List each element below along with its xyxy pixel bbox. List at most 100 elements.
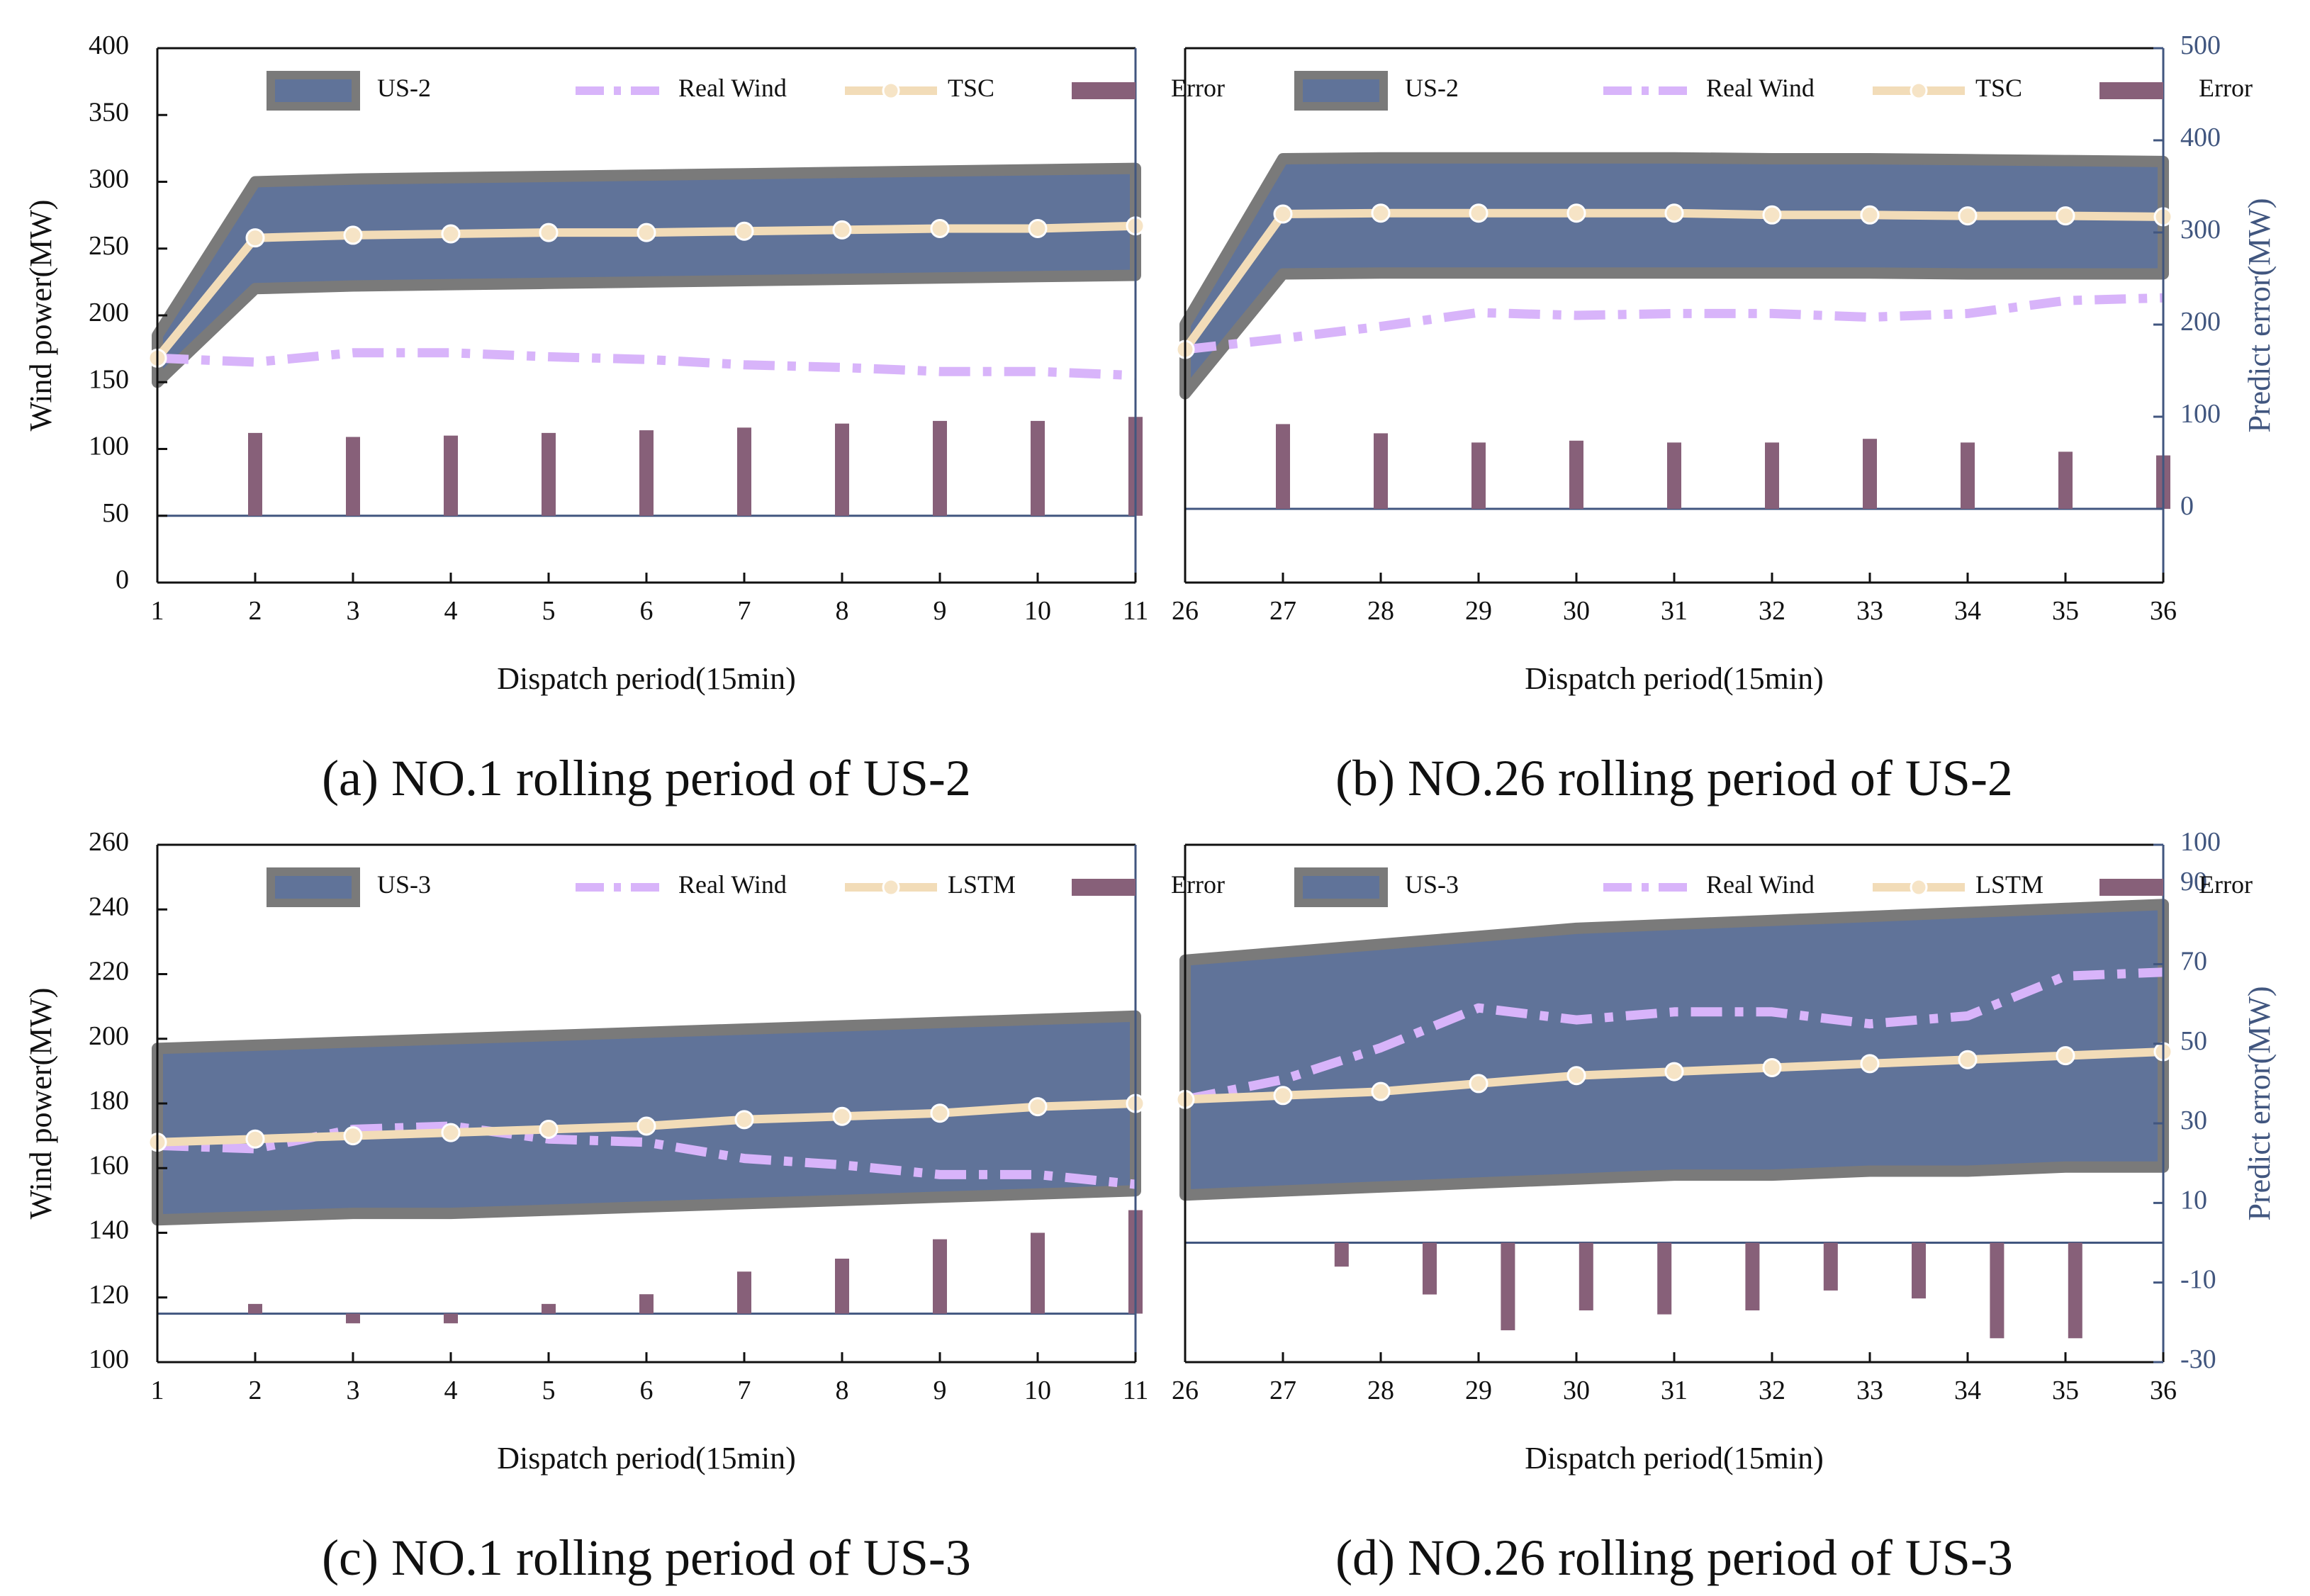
x-tick-label: 10 xyxy=(1024,1376,1051,1405)
x-tick-label: 9 xyxy=(933,596,947,626)
forecast-point xyxy=(1664,203,1684,223)
error-bar xyxy=(1961,442,1975,509)
y-axis-label: Wind power(MW) xyxy=(23,988,58,1220)
x-tick-label: 28 xyxy=(1367,596,1394,626)
legend-swatch-band xyxy=(267,71,360,111)
panel-caption: (c) NO.1 rolling period of US-3 xyxy=(322,1529,971,1586)
error-bar xyxy=(248,432,262,516)
error-bar xyxy=(444,1313,458,1324)
error-bar xyxy=(248,1303,262,1314)
forecast-point xyxy=(1028,218,1048,238)
panel-caption: (d) NO.26 rolling period of US-3 xyxy=(1335,1529,2013,1586)
forecast-point xyxy=(1860,205,1880,225)
error-bar xyxy=(933,420,947,516)
x-tick-label: 1 xyxy=(151,1376,164,1405)
uncertainty-band xyxy=(152,162,1141,388)
y-tick-label: 120 xyxy=(89,1280,129,1310)
error-bar xyxy=(1501,1242,1515,1331)
y2-tick-label: 500 xyxy=(2180,30,2221,60)
forecast-point xyxy=(343,225,363,245)
forecast-point xyxy=(1028,1097,1048,1117)
y-tick-label: 240 xyxy=(89,892,129,921)
y-tick-label: 180 xyxy=(89,1086,129,1115)
x-tick-label: 8 xyxy=(836,596,849,626)
legend-label-forecast: TSC xyxy=(948,74,994,102)
error-bar xyxy=(2068,1242,2082,1339)
legend-marker-forecast xyxy=(1910,878,1928,897)
y2-axis-label: Predict error(MW) xyxy=(2242,198,2277,432)
x-tick-label: 2 xyxy=(249,1376,262,1405)
y2-tick-label: 400 xyxy=(2180,123,2221,152)
x-tick-label: 11 xyxy=(1123,1376,1149,1405)
x-tick-label: 30 xyxy=(1563,1376,1590,1405)
x-tick-label: 7 xyxy=(738,596,751,626)
x-tick-label: 36 xyxy=(2150,596,2177,626)
forecast-point xyxy=(2056,1046,2075,1066)
x-tick-label: 9 xyxy=(933,1376,947,1405)
x-tick-label: 6 xyxy=(640,1376,654,1405)
forecast-point xyxy=(930,1103,950,1123)
chart-panel-c: 1 2 3 4 5 6 7 8 9 10 11 100 120 140 160 180 200 220 240 260… xyxy=(23,827,1225,1586)
y2-tick-label: 30 xyxy=(2180,1106,2207,1135)
legend-marker-forecast xyxy=(1910,82,1928,100)
legend-swatch-band xyxy=(1294,867,1388,907)
x-tick-label: 8 xyxy=(836,1376,849,1405)
legend-swatch-error xyxy=(2099,879,2163,896)
error-bar xyxy=(1990,1242,2005,1339)
forecast-point xyxy=(441,1123,461,1142)
legend-label-forecast: LSTM xyxy=(948,870,1016,899)
x-tick-label: 10 xyxy=(1024,596,1051,626)
legend: US-2 Real Wind TSC Error xyxy=(267,71,1225,111)
x-tick-label: 31 xyxy=(1661,596,1688,626)
x-tick-label: 27 xyxy=(1269,596,1296,626)
x-tick-label: 7 xyxy=(738,1376,751,1405)
forecast-point xyxy=(2056,206,2075,226)
legend-swatch-error xyxy=(1072,879,1136,896)
uncertainty-band xyxy=(1179,152,2169,400)
forecast-point xyxy=(1273,1086,1293,1106)
legend-label-forecast: TSC xyxy=(1975,74,2022,102)
error-bar xyxy=(542,432,556,516)
x-axis-label: Dispatch period(15min) xyxy=(1525,661,1824,696)
x-tick-label: 1 xyxy=(151,596,164,626)
chart-panel-b: 26 27 28 29 30 31 32 33 34 35 36 0 100 200 300 400 500 Di… xyxy=(1172,30,2277,807)
y-tick-label: 200 xyxy=(89,1021,129,1051)
y-tick-label: 160 xyxy=(89,1150,129,1180)
x-tick-label: 26 xyxy=(1172,596,1199,626)
x-axis-label: Dispatch period(15min) xyxy=(497,661,796,696)
error-bar xyxy=(542,1303,556,1314)
forecast-point xyxy=(1958,206,1978,226)
legend-swatch-error xyxy=(1072,82,1136,99)
real-wind-line xyxy=(1184,293,2164,354)
forecast-point xyxy=(1958,1050,1978,1069)
y2-tick-label: 50 xyxy=(2180,1026,2207,1056)
y-tick-label: 350 xyxy=(89,97,129,127)
y2-axis-label: Predict error(MW) xyxy=(2242,986,2277,1220)
legend-label-band: US-3 xyxy=(1405,870,1459,899)
forecast-point xyxy=(1762,205,1782,225)
forecast-point xyxy=(539,223,559,242)
forecast-point xyxy=(1860,1054,1880,1074)
x-tick-label: 36 xyxy=(2150,1376,2177,1405)
legend: US-2 Real Wind TSC Error xyxy=(1294,71,2253,111)
forecast-point xyxy=(245,228,265,248)
error-bar xyxy=(1374,433,1388,509)
y-tick-label: 220 xyxy=(89,957,129,987)
y-tick-label: 150 xyxy=(89,364,129,394)
error-bar xyxy=(1823,1242,1838,1291)
y-tick-label: 300 xyxy=(89,164,129,194)
y2-tick-label: 70 xyxy=(2180,946,2207,976)
error-bar xyxy=(346,1313,360,1324)
y-tick-label: 140 xyxy=(89,1215,129,1245)
error-bar xyxy=(1031,420,1045,516)
forecast-point xyxy=(1566,1066,1586,1086)
x-tick-label: 5 xyxy=(542,1376,556,1405)
error-bar xyxy=(346,437,360,516)
x-tick-label: 27 xyxy=(1269,1376,1296,1405)
y-axis-label: Wind power(MW) xyxy=(23,200,58,432)
legend: US-3 Real Wind LSTM Error xyxy=(1294,867,2253,907)
x-tick-label: 35 xyxy=(2052,596,2079,626)
x-tick-label: 26 xyxy=(1172,1376,1199,1405)
y-tick-label: 260 xyxy=(89,827,129,857)
legend: US-3 Real Wind LSTM Error xyxy=(267,867,1225,907)
